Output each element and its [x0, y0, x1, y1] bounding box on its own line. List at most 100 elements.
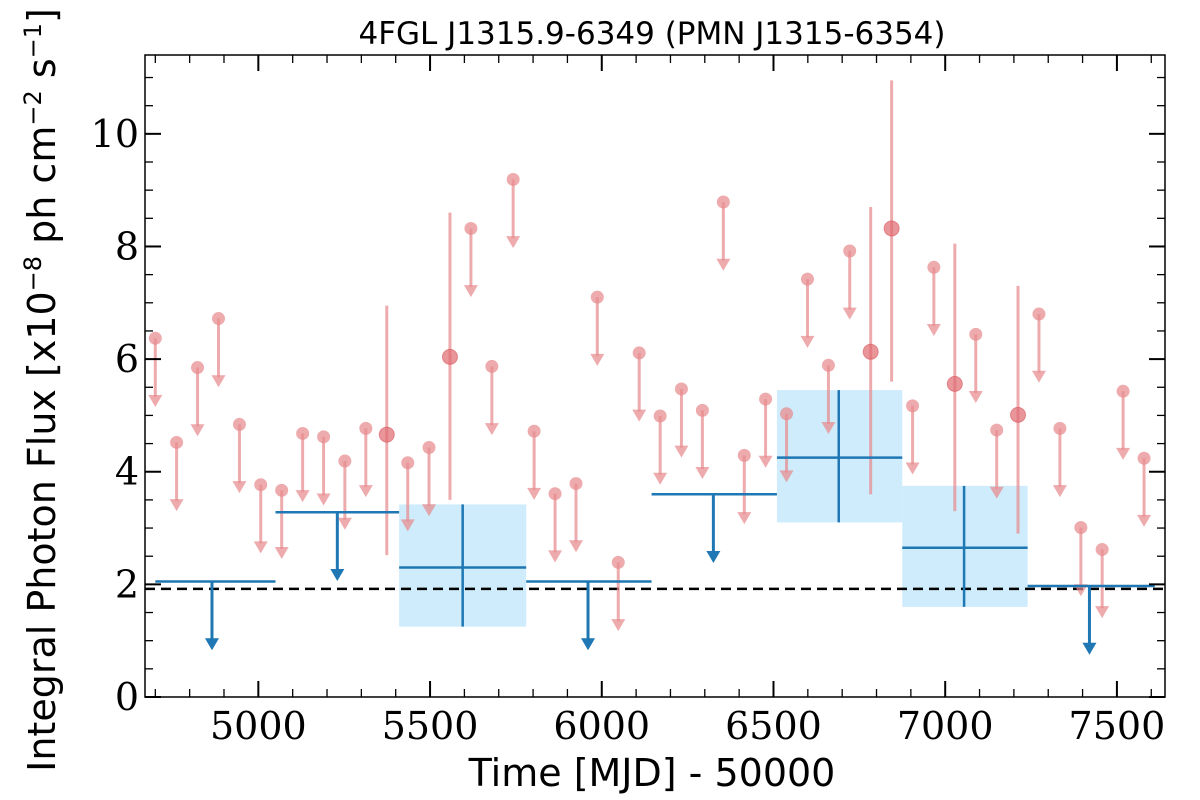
short-bin-18-upper-limit-arrowhead [527, 487, 542, 500]
short-bin-11-point [378, 426, 395, 443]
short-bin-37-point [927, 260, 941, 274]
y-axis-label-main: Integral Photon Flux [x10 [20, 291, 64, 772]
short-bin-16-point [485, 359, 499, 373]
short-bin-4-point [232, 417, 246, 431]
x-axis-label: Time [MJD] - 50000 [468, 751, 836, 795]
y-axis-label-unit-b: s [20, 58, 64, 78]
y-tick-label-8: 8 [115, 224, 139, 268]
short-bin-42-upper-limit-arrowhead [1031, 370, 1046, 383]
short-bin-15-upper-limit-arrowhead [463, 285, 478, 298]
short-bin-2-upper-limit-arrowhead [190, 424, 205, 437]
short-bin-3-upper-limit-arrowhead [211, 375, 226, 388]
short-bin-20-point [569, 477, 583, 491]
short-bin-22-point [611, 555, 625, 569]
y-axis-label-unit-a: ph cm [20, 126, 64, 244]
x-tick-label-5000: 5000 [210, 704, 307, 748]
short-bin-3-point [211, 312, 225, 326]
short-bin-36-upper-limit-arrowhead [905, 462, 920, 475]
short-bin-28-point [737, 448, 751, 462]
short-bin-24-point [653, 409, 667, 423]
short-bin-12-upper-limit-arrowhead [400, 519, 415, 532]
short-bin-43-point [1053, 421, 1067, 435]
short-bin-25-upper-limit-arrowhead [674, 445, 689, 458]
long-bin-0-upper-limit-arrowhead [204, 638, 219, 651]
short-bin-4-upper-limit-arrowhead [232, 481, 247, 494]
short-bin-1-upper-limit-arrowhead [169, 499, 184, 512]
short-bin-17-upper-limit-arrowhead [506, 236, 521, 249]
x-tick-label-5500: 5500 [382, 704, 479, 748]
long-bin-7-upper-limit-arrowhead [1082, 642, 1097, 655]
short-bin-44-point [1074, 520, 1088, 534]
y-tick-label-2: 2 [115, 562, 139, 606]
short-bin-30-point [780, 407, 794, 421]
chart-title: 4FGL J1315.9-6349 (PMN J1315-6354) [358, 16, 945, 52]
short-bin-19-point [548, 487, 562, 501]
short-bin-7-point [296, 426, 310, 440]
short-bin-25-point [674, 382, 688, 396]
y-tick-label-4: 4 [115, 450, 139, 494]
short-bin-10-point [359, 421, 373, 435]
short-bin-23-upper-limit-arrowhead [632, 409, 647, 422]
short-bin-39-upper-limit-arrowhead [968, 391, 983, 404]
short-bin-40-point [990, 423, 1004, 437]
short-bin-46-point [1116, 384, 1130, 398]
short-bin-13-point [422, 441, 436, 455]
short-bin-22-upper-limit-arrowhead [611, 619, 626, 632]
short-bin-9-point [338, 454, 352, 468]
y-axis-label-exp-1: −8 [19, 256, 47, 291]
short-bin-45-upper-limit-arrowhead [1095, 606, 1110, 619]
y-tick-label-0: 0 [115, 675, 139, 719]
short-bin-14-point [441, 348, 458, 365]
short-bin-21-point [590, 290, 604, 304]
short-bin-47-upper-limit-arrowhead [1137, 514, 1152, 527]
long-bin-1-upper-limit-arrowhead [330, 568, 345, 581]
y-tick-label-10: 10 [91, 112, 139, 156]
short-bin-6-upper-limit-arrowhead [274, 547, 289, 560]
short-bin-6-point [275, 483, 289, 497]
short-bin-0-point [148, 331, 162, 345]
short-bin-8-point [317, 430, 331, 444]
short-bin-30-upper-limit-arrowhead [779, 470, 794, 483]
short-bin-33-upper-limit-arrowhead [842, 307, 857, 320]
short-bin-0-upper-limit-arrowhead [148, 394, 163, 407]
short-bin-39-point [969, 327, 983, 341]
short-bin-21-upper-limit-arrowhead [590, 353, 605, 366]
plot-area [145, 80, 1165, 655]
short-bin-17-point [506, 172, 520, 186]
x-tick-label-7000: 7000 [897, 704, 994, 748]
short-bin-42-point [1032, 307, 1046, 321]
short-bin-8-upper-limit-arrowhead [316, 493, 331, 506]
short-bin-45-point [1095, 542, 1109, 556]
short-bin-29-point [759, 392, 773, 406]
short-bin-27-upper-limit-arrowhead [716, 258, 731, 271]
short-bin-41-point [1010, 406, 1027, 423]
short-bin-10-upper-limit-arrowhead [358, 485, 373, 498]
short-bin-12-point [401, 456, 415, 470]
short-bin-18-point [527, 424, 541, 438]
short-bin-15-point [464, 221, 478, 235]
short-bin-32-upper-limit-arrowhead [821, 422, 836, 435]
short-bin-1-point [170, 435, 184, 449]
short-bin-23-point [632, 346, 646, 360]
short-bin-9-upper-limit-arrowhead [337, 517, 352, 530]
y-axis-label-exp-3: −1 [19, 23, 47, 58]
long-bin-3-upper-limit-arrowhead [581, 638, 596, 651]
short-bin-27-point [716, 195, 730, 209]
short-bin-24-upper-limit-arrowhead [653, 472, 668, 485]
short-bin-29-upper-limit-arrowhead [758, 455, 773, 468]
short-bin-19-upper-limit-arrowhead [548, 550, 563, 563]
x-tick-label-7500: 7500 [1069, 704, 1166, 748]
short-bin-13-upper-limit-arrowhead [422, 504, 437, 517]
short-bin-32-point [821, 358, 835, 372]
short-bin-5-point [254, 478, 268, 492]
short-bin-16-upper-limit-arrowhead [484, 423, 499, 436]
x-tick-label-6500: 6500 [725, 704, 822, 748]
y-tick-label-6: 6 [115, 337, 139, 381]
short-bin-34-point [862, 343, 879, 360]
short-bin-46-upper-limit-arrowhead [1116, 447, 1131, 460]
short-bin-2-point [191, 361, 205, 375]
short-bin-28-upper-limit-arrowhead [737, 512, 752, 525]
short-bin-5-upper-limit-arrowhead [253, 541, 268, 554]
x-tick-label-6000: 6000 [553, 704, 650, 748]
